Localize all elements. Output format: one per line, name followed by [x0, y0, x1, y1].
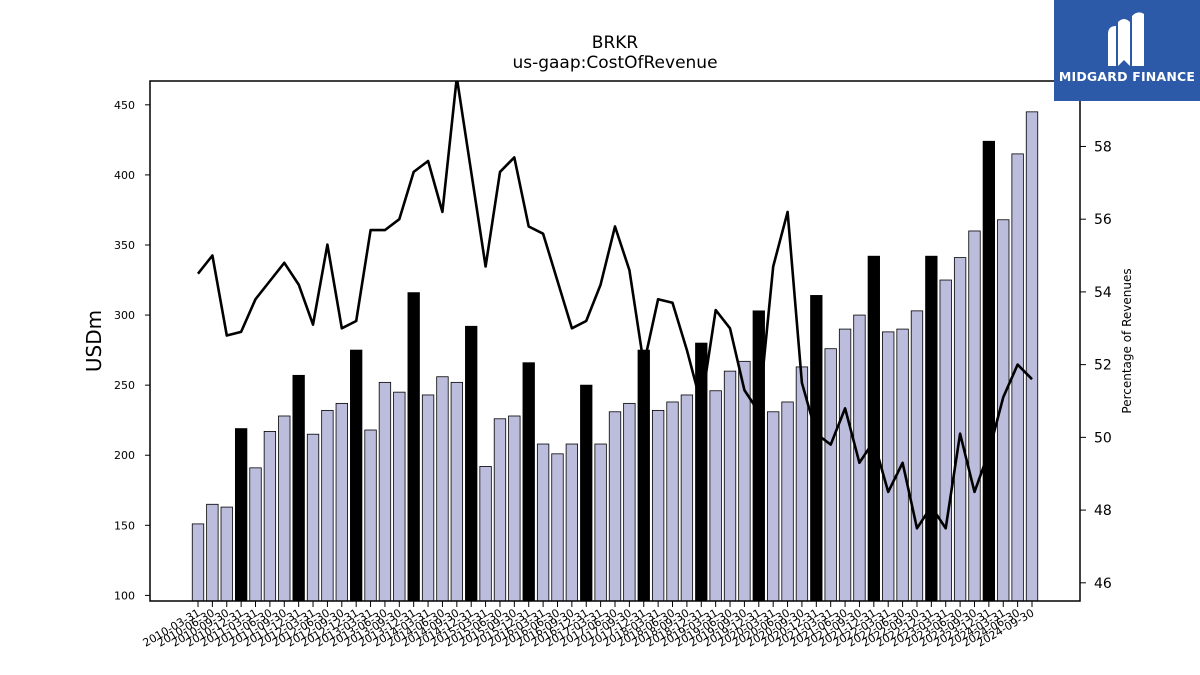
- bar-2011-03-31: [249, 467, 262, 602]
- bar-2017-09-30: [623, 402, 636, 602]
- bar-2016-03-31: [536, 443, 550, 602]
- brand-logo: MIDGARD FINANCE: [1054, 0, 1200, 101]
- bar-2023-12-31: [982, 140, 996, 602]
- percentage-line: [196, 81, 1033, 530]
- bar-2014-06-30: [436, 376, 449, 602]
- ytick-label-300: 300: [114, 309, 135, 322]
- y-axis-label: USDm: [82, 310, 106, 372]
- chart-subtitle: us-gaap:CostOfRevenue: [512, 53, 717, 73]
- brand-name: MIDGARD FINANCE: [1058, 69, 1196, 84]
- bar-2015-12-31: [522, 362, 535, 602]
- bar-2012-03-31: [306, 433, 320, 602]
- bar-2015-06-30: [493, 418, 507, 602]
- bar-2011-12-31: [292, 374, 305, 602]
- ytick-label-200: 200: [114, 449, 135, 462]
- y2tick-label-54: 54: [1094, 285, 1112, 301]
- bar-2011-06-30: [263, 431, 277, 602]
- bar-2014-12-31: [465, 325, 478, 602]
- bar-2021-06-30: [838, 328, 852, 602]
- bar-2022-03-31: [882, 331, 895, 602]
- bar-2022-12-31: [925, 255, 938, 602]
- midgard-logo-icon: [1108, 12, 1144, 66]
- bar-2013-03-31: [364, 429, 377, 602]
- bar-2018-06-30: [666, 401, 679, 602]
- bar-2012-12-31: [350, 349, 363, 602]
- bar-2016-12-31: [580, 384, 593, 602]
- y2tick-label-58: 58: [1094, 139, 1112, 155]
- bar-2015-03-31: [479, 466, 492, 602]
- bar-2019-03-31: [709, 390, 722, 602]
- chart-title: BRKR: [592, 33, 639, 53]
- bar-2010-03-31: [191, 523, 205, 602]
- bar-2017-03-31: [594, 443, 607, 602]
- bar-2013-09-30: [393, 391, 406, 602]
- y-axis-right: 46 48 50 52 54 56 58: [1080, 139, 1112, 592]
- bar-2021-12-31: [867, 255, 880, 602]
- bar-2016-06-30: [551, 453, 564, 602]
- bar-2020-12-31: [810, 295, 823, 602]
- bar-2024-06-30: [1011, 153, 1024, 602]
- y2tick-label-52: 52: [1094, 358, 1112, 374]
- bar-2020-09-30: [795, 366, 809, 602]
- bar-2010-06-30: [206, 503, 219, 602]
- ytick-label-450: 450: [114, 99, 135, 112]
- bar-2013-06-30: [378, 381, 392, 602]
- bar-2024-09-30: [1025, 111, 1039, 602]
- bar-2010-09-30: [220, 506, 233, 602]
- bar-2017-12-31: [637, 349, 650, 602]
- bar-2023-06-30: [953, 257, 967, 602]
- bar-2020-06-30: [781, 401, 794, 602]
- ytick-label-150: 150: [114, 519, 135, 532]
- bar-2013-12-31: [407, 292, 420, 602]
- bar-2018-09-30: [680, 394, 694, 602]
- bar-2012-06-30: [321, 409, 334, 602]
- line-group: [196, 81, 1033, 530]
- y2-axis-label: Percentage of Revenues: [1120, 268, 1134, 413]
- ytick-label-400: 400: [114, 169, 135, 182]
- y2tick-label-50: 50: [1094, 430, 1112, 446]
- y2tick-label-46: 46: [1094, 576, 1112, 592]
- bar-2015-09-30: [508, 415, 521, 602]
- bar-2014-03-31: [421, 394, 435, 602]
- bar-2011-09-30: [278, 415, 291, 602]
- bar-2018-03-31: [651, 409, 665, 602]
- bar-2022-09-30: [910, 310, 924, 602]
- ytick-label-100: 100: [114, 589, 135, 602]
- bar-2014-09-30: [450, 381, 463, 602]
- bar-2023-03-31: [939, 279, 952, 602]
- bar-2019-06-30: [723, 370, 737, 602]
- bar-2016-09-30: [565, 443, 579, 602]
- bar-2010-12-31: [234, 428, 248, 602]
- y2tick-label-48: 48: [1094, 503, 1112, 519]
- bar-2017-06-30: [608, 411, 622, 602]
- ytick-label-250: 250: [114, 379, 135, 392]
- bar-2019-12-31: [752, 310, 765, 602]
- ytick-label-350: 350: [114, 239, 135, 252]
- x-axis: 2010-03-312010-06-302010-09-302010-12-31…: [141, 601, 1037, 650]
- bar-2012-09-30: [335, 402, 348, 602]
- bar-2020-03-31: [767, 411, 780, 602]
- bars-group: [191, 111, 1039, 602]
- y-axis-left: 100 150 200 250 300 350 400 450: [114, 99, 150, 602]
- bar-2021-03-31: [824, 348, 837, 602]
- bar-2023-09-30: [968, 230, 981, 602]
- y2tick-label-56: 56: [1094, 212, 1112, 228]
